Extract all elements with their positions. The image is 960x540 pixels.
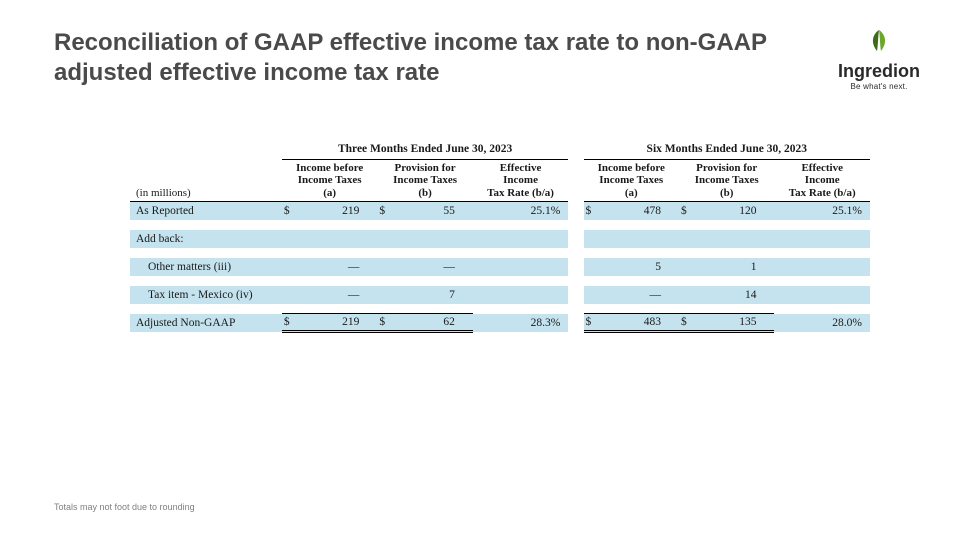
page-title: Reconciliation of GAAP effective income … bbox=[54, 28, 774, 88]
brand-tagline: Be what's next. bbox=[838, 82, 920, 91]
leaf-icon bbox=[864, 28, 894, 54]
reconciliation-table: Three Months Ended June 30, 2023 Six Mon… bbox=[130, 141, 870, 333]
period-header-2: Six Months Ended June 30, 2023 bbox=[584, 141, 871, 159]
col-a-1: Income beforeIncome Taxes(a) bbox=[282, 159, 377, 202]
col-b-2: Provision forIncome Taxes(b) bbox=[679, 159, 774, 202]
row-adjusted: Adjusted Non-GAAP $219 $62 28.3% $483 $1… bbox=[130, 314, 870, 332]
col-c-1: EffectiveIncomeTax Rate (b/a) bbox=[473, 159, 568, 202]
col-b-1: Provision forIncome Taxes(b) bbox=[377, 159, 472, 202]
row-label: As Reported bbox=[130, 202, 282, 220]
row-tax-mexico: Tax item - Mexico (iv) — 7 — 14 bbox=[130, 286, 870, 304]
row-other-matters: Other matters (iii) — — 5 1 bbox=[130, 258, 870, 276]
row-add-back: Add back: bbox=[130, 230, 870, 248]
row-label: Add back: bbox=[130, 230, 282, 248]
units-label: (in millions) bbox=[130, 159, 282, 202]
footnote: Totals may not foot due to rounding bbox=[54, 502, 195, 512]
row-label: Other matters (iii) bbox=[130, 258, 282, 276]
row-label: Adjusted Non-GAAP bbox=[130, 314, 282, 332]
row-label: Tax item - Mexico (iv) bbox=[130, 286, 282, 304]
brand-logo: Ingredion Be what's next. bbox=[838, 28, 920, 91]
col-c-2: EffectiveIncomeTax Rate (b/a) bbox=[774, 159, 870, 202]
period-header-1: Three Months Ended June 30, 2023 bbox=[282, 141, 568, 159]
row-as-reported: As Reported $219 $55 25.1% $478 $120 25.… bbox=[130, 202, 870, 220]
col-a-2: Income beforeIncome Taxes(a) bbox=[584, 159, 679, 202]
brand-name: Ingredion bbox=[838, 61, 920, 82]
